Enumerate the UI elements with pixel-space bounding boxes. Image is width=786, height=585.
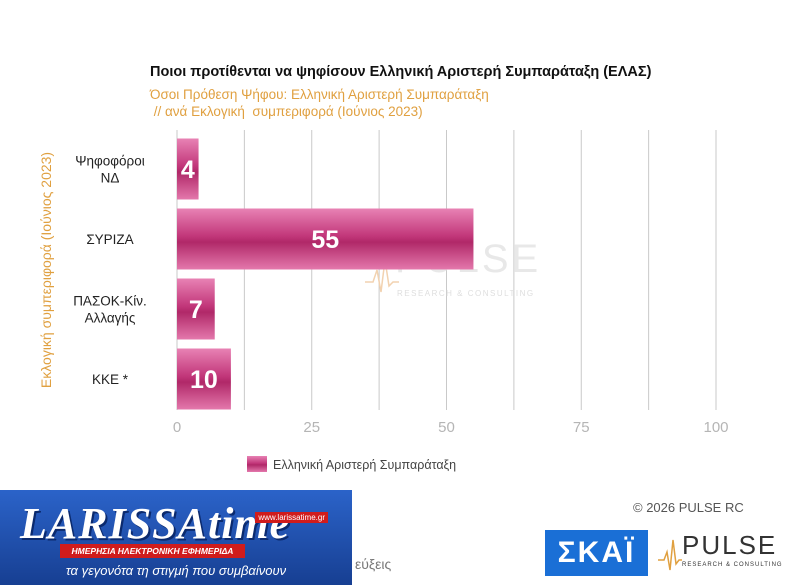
pulse-logo-sub: RESEARCH & CONSULTING [682, 562, 783, 568]
pulse-logo-word: PULSE [682, 530, 778, 560]
chart-title: Ποιοι προτίθενται να ψηφίσουν Ελληνική Α… [150, 64, 652, 80]
legend-label: Ελληνική Αριστερή Συμπαράταξη [273, 458, 456, 472]
bar [177, 278, 215, 340]
category-label: ΝΔ [101, 171, 120, 186]
bar-value-label: 7 [189, 296, 203, 324]
skai-logo: ΣΚΑΪ [545, 530, 648, 576]
x-tick-label: 75 [573, 419, 590, 436]
chart-subtitle: Όσοι Πρόθεση Ψήφου: Ελληνική Αριστερή Συ… [150, 86, 489, 120]
bar-value-label: 4 [181, 156, 195, 184]
subtitle-line-2: // ανά Εκλογική συμπεριφορά (Ιούνιος 202… [150, 104, 423, 119]
legend-swatch [247, 456, 267, 472]
x-tick-label: 25 [303, 419, 320, 436]
bar [177, 208, 474, 270]
subtitle-line-1: Όσοι Πρόθεση Ψήφου: Ελληνική Αριστερή Συ… [150, 87, 489, 102]
larissatime-tagline: τα γεγονότα τη στιγμή που συμβαίνουν [65, 563, 287, 578]
pulse-logo: PULSE RESEARCH & CONSULTING [658, 530, 782, 576]
copyright-text: © 2026 PULSE RC [633, 500, 744, 515]
category-label: Αλλαγής [85, 311, 136, 326]
watermark-sub: RESEARCH & CONSULTING [397, 289, 535, 298]
partial-caption: εύξεις [355, 556, 392, 572]
bar [177, 138, 199, 200]
larissatime-banner[interactable]: LARISSAtime www.larissatime.gr ΗΜΕΡΗΣΙΑ … [0, 490, 352, 585]
x-tick-label: 100 [703, 419, 728, 436]
category-label: ΣΥΡΙΖΑ [86, 232, 133, 247]
larissatime-subtitle: ΗΜΕΡΗΣΙΑ ΗΛΕΚΤΡΟΝΙΚΗ ΕΦΗΜΕΡΙΔΑ [60, 544, 245, 558]
pulse-wave-icon [658, 539, 682, 571]
category-label: Ψηφοφόροι [75, 154, 145, 169]
larissatime-logo: LARISSAtime [20, 499, 291, 548]
bar [177, 348, 231, 410]
x-tick-label: 0 [173, 419, 181, 436]
bar-value-label: 55 [311, 226, 339, 254]
larissatime-url: www.larissatime.gr [255, 512, 328, 523]
x-tick-label: 50 [438, 419, 455, 436]
category-label: ΚΚΕ * [92, 372, 129, 387]
category-label: ΠΑΣΟΚ-Κίν. [73, 294, 147, 309]
bar-value-label: 10 [190, 366, 218, 394]
watermark-wave-icon [365, 259, 399, 293]
